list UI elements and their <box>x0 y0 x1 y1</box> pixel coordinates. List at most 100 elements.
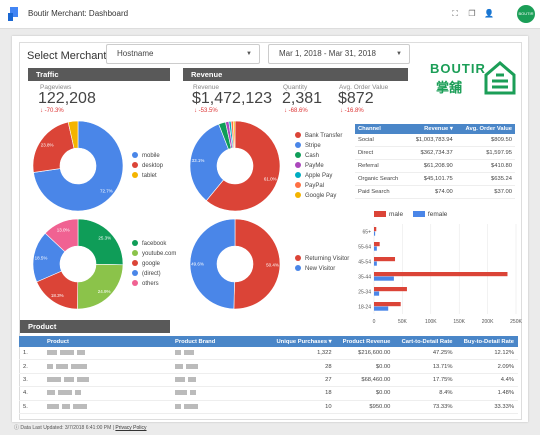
column-header-brand[interactable]: Product Brand <box>171 336 269 347</box>
visitor-donut-chart: 50.4% 49.6% <box>189 218 281 310</box>
legend-swatch <box>295 255 301 261</box>
cell: 1.48% <box>456 386 518 401</box>
legend-label: (direct) <box>142 271 161 277</box>
legend-item-mobile[interactable]: mobile <box>132 151 163 161</box>
payment-legend: Bank Transfer Stripe Cash PayMe Apple Pa… <box>295 131 342 201</box>
bar-female-35-44[interactable] <box>374 276 394 281</box>
privacy-policy-link[interactable]: Privacy Policy <box>115 425 147 431</box>
table-row[interactable]: 1. 1,322 $216,600.00 47.25% 12.12% <box>19 347 518 361</box>
slice-returning-visitor[interactable] <box>233 218 281 310</box>
column-header-product-revenue[interactable]: Product Revenue <box>335 336 395 347</box>
legend-label: PayPal <box>305 183 325 189</box>
legend-item-new-visitor[interactable]: New Visitor <box>295 264 349 274</box>
legend-label: tablet <box>142 173 157 179</box>
slice-others[interactable] <box>44 218 79 253</box>
legend-item-paypal[interactable]: PayPal <box>295 181 342 191</box>
fullscreen-icon[interactable]: ⛶ <box>452 9 458 18</box>
slice-stripe[interactable] <box>189 123 229 202</box>
bar-female-55-64[interactable] <box>374 246 377 251</box>
bar-male-55-64[interactable] <box>374 242 380 247</box>
pageviews-label: Pageviews <box>40 84 72 91</box>
legend-item-stripe[interactable]: Stripe <box>295 141 342 151</box>
channel-table: Channel Revenue ▾ Avg. Order Value Socia… <box>355 124 515 199</box>
bar-female-65+[interactable] <box>374 231 376 236</box>
column-header-buy-to-detail[interactable]: Buy-to-Detail Rate <box>456 336 518 347</box>
table-row: Direct $362,734.37 $1,597.95 <box>355 146 515 160</box>
legend-item-bank-transfer[interactable]: Bank Transfer <box>295 131 342 141</box>
bar-male-18-24[interactable] <box>374 302 401 307</box>
legend-swatch <box>132 240 138 246</box>
column-header-unique-purchases[interactable]: Unique Purchases ▾ <box>269 336 336 347</box>
legend-label: desktop <box>142 163 164 169</box>
brand-redacted <box>171 347 269 361</box>
cell: Referral <box>355 159 408 173</box>
slice-label: 72.7% <box>100 189 113 194</box>
cell: Paid Search <box>355 185 408 199</box>
bar-male-65+[interactable] <box>374 227 377 232</box>
legend-swatch <box>132 172 138 178</box>
product-section-header: Product <box>20 320 170 333</box>
column-header-cart-to-detail[interactable]: Cart-to-Detail Rate <box>394 336 457 347</box>
legend-item-direct[interactable]: (direct) <box>132 269 176 279</box>
legend-item-returning-visitor[interactable]: Returning Visitor <box>295 254 349 264</box>
legend-item-google[interactable]: google <box>132 259 176 269</box>
bar-female-45-54[interactable] <box>374 261 377 266</box>
app-header: Boutir Merchant: Dashboard ⛶ ❐ 👤 BOUTIR <box>0 0 540 29</box>
table-row[interactable]: 4. 18 $0.00 8.4% 1.48% <box>19 386 518 401</box>
legend-item-facebook[interactable]: facebook <box>132 239 176 249</box>
legend-item-desktop[interactable]: desktop <box>132 161 163 171</box>
cell: 1,322 <box>269 347 336 361</box>
table-row[interactable]: 3. 27 $68,460.00 17.75% 4.4% <box>19 373 518 388</box>
legend-item-cash[interactable]: Cash <box>295 151 342 161</box>
legend-item-male[interactable]: male <box>374 211 403 218</box>
cell: 4.4% <box>456 373 518 388</box>
column-header-aov[interactable]: Avg. Order Value <box>455 124 515 134</box>
column-header-product[interactable]: Product <box>43 336 171 347</box>
cell: 33.33% <box>456 400 518 414</box>
column-header-revenue[interactable]: Revenue ▾ <box>407 124 456 134</box>
slice-bank-transfer[interactable] <box>205 120 281 212</box>
date-range-dropdown[interactable]: Mar 1, 2018 - Mar 31, 2018 ▼ <box>268 44 410 64</box>
legend-label: Apple Pay <box>305 173 333 179</box>
legend-item-google-pay[interactable]: Google Pay <box>295 191 342 201</box>
bar-male-45-54[interactable] <box>374 257 396 262</box>
legend-swatch <box>132 280 138 286</box>
slice-facebook[interactable] <box>77 218 124 266</box>
legend-swatch <box>132 162 138 168</box>
legend-label: male <box>389 211 404 218</box>
table-row[interactable]: 5. 10 $950.00 73.33% 33.33% <box>19 400 518 414</box>
legend-item-tablet[interactable]: tablet <box>132 171 163 181</box>
slice-tablet[interactable] <box>67 120 79 149</box>
bar-male-25-34[interactable] <box>374 287 407 292</box>
legend-item-payme[interactable]: PayMe <box>295 161 342 171</box>
legend-label: others <box>142 281 159 287</box>
legend-item-youtube[interactable]: youtube.com <box>132 249 176 259</box>
slice-google-pay[interactable] <box>232 120 236 149</box>
legend-item-apple-pay[interactable]: Apple Pay <box>295 171 342 181</box>
slice-new-visitor[interactable] <box>189 218 236 310</box>
cell: $950.00 <box>335 400 395 414</box>
hostname-dropdown[interactable]: Hostname ▼ <box>106 44 260 64</box>
slice-youtube-com[interactable] <box>77 264 124 310</box>
legend-item-female[interactable]: female <box>412 211 447 218</box>
slice-label: 23.8% <box>41 143 54 148</box>
cell: 47.25% <box>394 347 457 361</box>
product-name-redacted <box>43 373 171 388</box>
column-header-channel[interactable]: Channel <box>355 124 408 134</box>
legend-label: Stripe <box>305 143 321 149</box>
slice-mobile[interactable] <box>33 120 124 212</box>
avatar[interactable]: BOUTIR <box>517 5 535 23</box>
footer-separator: | <box>112 425 115 431</box>
bar-female-18-24[interactable] <box>374 306 389 311</box>
copy-icon[interactable]: ❐ <box>468 9 476 18</box>
table-row[interactable]: 2. 28 $0.00 13.71% 2.09% <box>19 359 518 374</box>
bar-female-25-34[interactable] <box>374 291 380 296</box>
bar-male-35-44[interactable] <box>374 272 508 277</box>
row-index: 5. <box>19 400 43 414</box>
share-user-icon[interactable]: 👤 <box>484 9 494 18</box>
legend-item-others[interactable]: others <box>132 279 176 289</box>
product-name-redacted <box>43 400 171 414</box>
quantity-kpi-value: 2,381 <box>282 90 323 107</box>
slice-desktop[interactable] <box>32 121 75 173</box>
legend-swatch <box>295 132 301 138</box>
